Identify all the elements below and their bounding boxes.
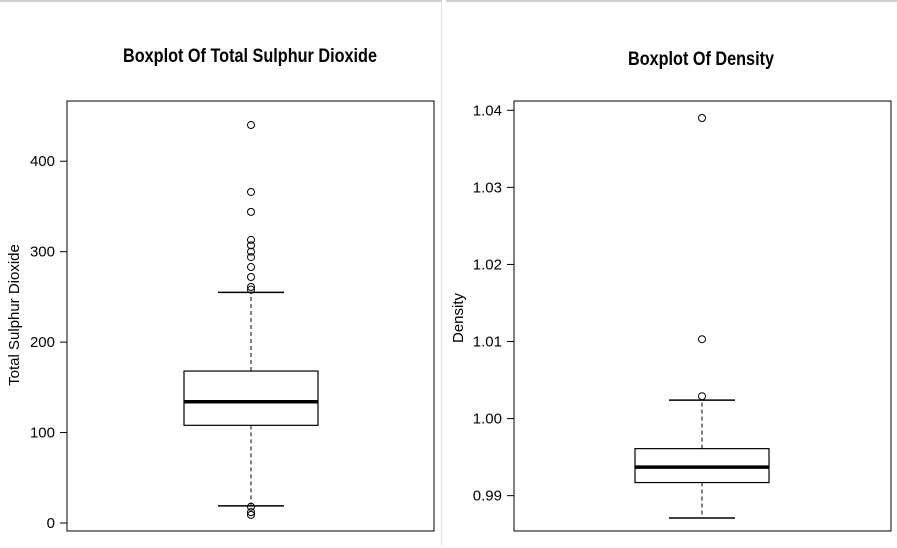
y-tick-label: 300 bbox=[30, 244, 55, 261]
chart-title: Boxplot Of Density bbox=[628, 49, 774, 70]
outlier-point bbox=[247, 510, 255, 519]
outlier-point bbox=[247, 235, 255, 244]
y-axis-label: Total Sulphur Dioxide bbox=[6, 244, 23, 386]
y-tick-label: 400 bbox=[30, 153, 55, 170]
y-tick-label: 100 bbox=[30, 425, 55, 442]
boxplot-marks bbox=[634, 114, 770, 519]
outlier-point bbox=[247, 285, 255, 294]
total-sulphur-dioxide-panel: Boxplot Of Total Sulphur Dioxide Total S… bbox=[0, 0, 442, 546]
y-tick-label: 1.02 bbox=[473, 256, 502, 273]
outlier-point bbox=[247, 121, 255, 130]
y-axis: 0.99 1.00 1.01 1.02 1.03 1.04 bbox=[473, 102, 515, 505]
outlier-point bbox=[247, 241, 255, 250]
boxplot-marks bbox=[183, 121, 319, 519]
y-tick-label: 0 bbox=[47, 515, 55, 532]
density-panel: Boxplot Of Density Density 0.99 1.00 1.01 1… bbox=[446, 0, 897, 546]
y-tick-label: 0.99 bbox=[473, 488, 502, 505]
outlier-point bbox=[247, 282, 255, 291]
y-tick-label: 1.01 bbox=[473, 334, 502, 351]
y-axis-label: Density bbox=[450, 292, 467, 343]
y-tick-label: 1.03 bbox=[473, 179, 502, 196]
density-boxplot: Boxplot Of Density Density 0.99 1.00 1.01 1… bbox=[450, 49, 892, 532]
outlier-point bbox=[698, 335, 706, 344]
y-axis: 0 100 200 300 400 bbox=[30, 153, 68, 532]
chart-title: Boxplot Of Total Sulphur Dioxide bbox=[123, 46, 377, 67]
plot-frame bbox=[66, 100, 435, 532]
outlier-point bbox=[247, 502, 255, 511]
y-tick-label: 1.00 bbox=[473, 411, 502, 428]
outlier-point bbox=[247, 508, 255, 517]
outlier-point bbox=[247, 272, 255, 281]
y-tick-label: 1.04 bbox=[473, 102, 502, 119]
outlier-point bbox=[247, 207, 255, 216]
y-tick-label: 200 bbox=[30, 334, 55, 351]
outlier-point bbox=[247, 247, 255, 256]
total-sulphur-dioxide-boxplot: Boxplot Of Total Sulphur Dioxide Total S… bbox=[6, 46, 435, 532]
outlier-point bbox=[247, 187, 255, 196]
outlier-point bbox=[247, 253, 255, 262]
iqr-box bbox=[183, 370, 319, 426]
outlier-point bbox=[698, 114, 706, 122]
outlier-point bbox=[247, 263, 255, 272]
outlier-point bbox=[698, 392, 706, 401]
